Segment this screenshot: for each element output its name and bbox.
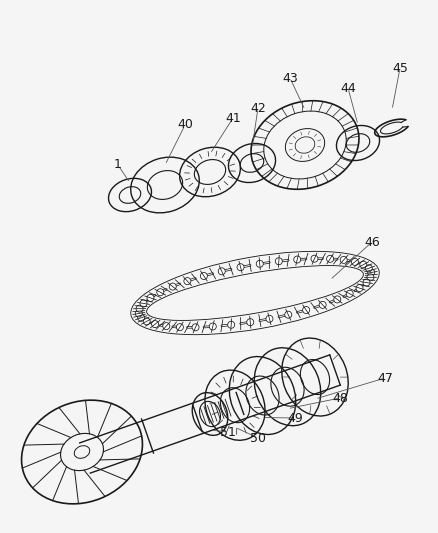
Circle shape xyxy=(360,261,367,268)
Circle shape xyxy=(237,264,244,271)
Text: 1: 1 xyxy=(114,158,122,172)
Circle shape xyxy=(303,306,310,313)
Circle shape xyxy=(177,324,184,330)
Circle shape xyxy=(147,294,154,301)
Circle shape xyxy=(367,274,374,281)
Circle shape xyxy=(218,268,225,275)
Text: 50: 50 xyxy=(250,432,266,445)
Circle shape xyxy=(276,258,283,265)
Circle shape xyxy=(143,318,150,325)
Text: 49: 49 xyxy=(287,411,303,424)
Circle shape xyxy=(247,319,254,326)
Circle shape xyxy=(140,300,147,307)
Text: 40: 40 xyxy=(177,118,193,132)
Circle shape xyxy=(356,285,363,292)
Text: 45: 45 xyxy=(392,61,408,75)
Circle shape xyxy=(135,310,142,317)
Circle shape xyxy=(294,256,301,263)
Circle shape xyxy=(319,301,326,309)
Circle shape xyxy=(163,322,170,329)
Text: 51: 51 xyxy=(220,425,236,439)
Circle shape xyxy=(340,256,347,263)
Circle shape xyxy=(136,305,143,312)
Circle shape xyxy=(311,255,318,262)
Circle shape xyxy=(200,272,207,279)
Circle shape xyxy=(266,316,273,322)
Circle shape xyxy=(138,314,145,321)
Circle shape xyxy=(365,265,372,272)
Circle shape xyxy=(192,324,199,331)
Text: 47: 47 xyxy=(377,372,393,384)
Circle shape xyxy=(152,321,159,328)
Circle shape xyxy=(346,290,353,297)
Circle shape xyxy=(169,283,176,290)
Circle shape xyxy=(228,321,235,328)
Circle shape xyxy=(327,255,334,262)
Circle shape xyxy=(157,289,164,296)
Text: 41: 41 xyxy=(225,111,241,125)
Circle shape xyxy=(351,259,358,265)
Circle shape xyxy=(285,311,292,318)
Text: 42: 42 xyxy=(250,101,266,115)
Circle shape xyxy=(334,296,341,303)
Circle shape xyxy=(368,269,374,276)
Circle shape xyxy=(184,278,191,285)
Text: 44: 44 xyxy=(340,82,356,94)
Text: 46: 46 xyxy=(364,236,380,248)
Circle shape xyxy=(256,260,263,268)
Circle shape xyxy=(209,323,216,330)
Text: 43: 43 xyxy=(282,71,298,85)
Text: 48: 48 xyxy=(332,392,348,405)
Circle shape xyxy=(363,279,370,286)
